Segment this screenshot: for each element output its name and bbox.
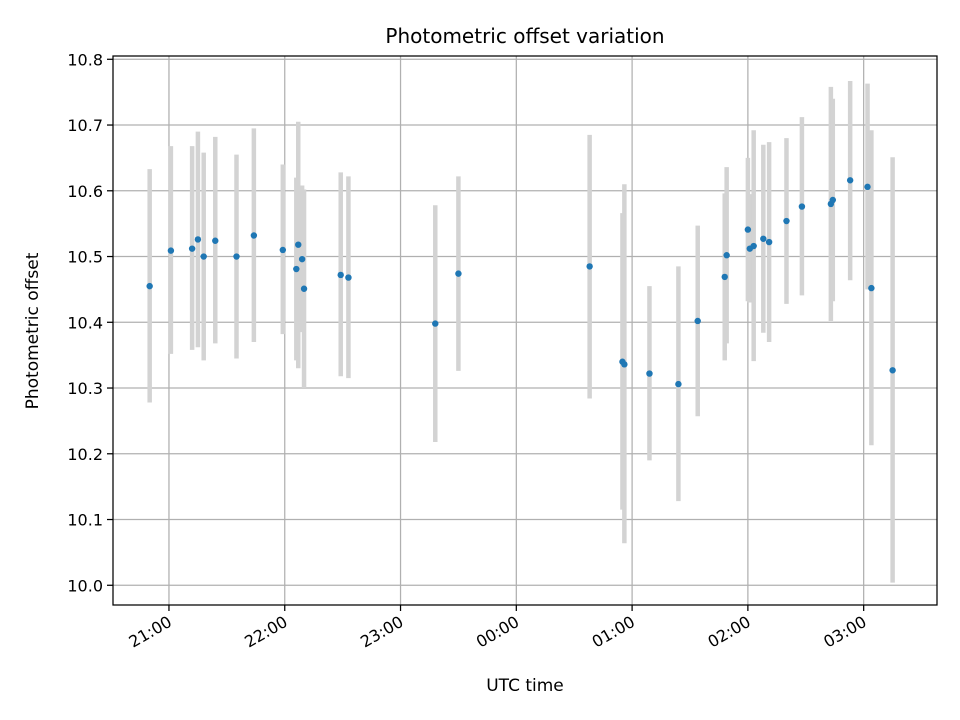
data-points xyxy=(146,177,896,388)
grid xyxy=(113,56,937,605)
data-point xyxy=(293,265,300,273)
data-point xyxy=(586,263,593,270)
data-point xyxy=(829,196,836,204)
data-point xyxy=(146,282,153,290)
data-point xyxy=(750,242,757,250)
data-point xyxy=(432,320,439,327)
y-axis-label: Photometric offset xyxy=(23,252,43,409)
data-point xyxy=(279,246,287,254)
data-point xyxy=(233,253,240,260)
data-point xyxy=(864,183,871,191)
data-point xyxy=(337,271,344,279)
y-tick-label: 10.8 xyxy=(67,50,103,69)
data-point xyxy=(765,238,773,246)
y-tick-label: 10.5 xyxy=(67,248,103,267)
y-tick-label: 10.0 xyxy=(67,576,103,595)
data-point xyxy=(721,273,728,281)
y-tick-label: 10.4 xyxy=(67,313,103,332)
data-point xyxy=(694,317,701,325)
y-tick-label: 10.3 xyxy=(67,379,103,398)
data-point xyxy=(455,270,462,277)
y-tick-label: 10.1 xyxy=(67,511,103,530)
data-point xyxy=(295,241,302,248)
y-tick-label: 10.7 xyxy=(67,116,103,135)
data-point xyxy=(250,232,258,239)
data-point xyxy=(345,274,352,281)
data-point xyxy=(194,236,202,243)
data-point xyxy=(200,253,207,260)
plot-frame xyxy=(112,55,938,606)
data-point xyxy=(621,361,628,368)
data-point xyxy=(300,285,308,292)
y-axis: 10.0 10.1 10.2 10.3 10.4 10.5 10.6 10.7 10.8 xyxy=(67,50,113,595)
data-point xyxy=(868,284,875,292)
y-tick-label: 10.6 xyxy=(67,182,103,201)
data-point xyxy=(188,245,196,252)
data-point xyxy=(798,203,806,210)
data-point xyxy=(723,252,730,259)
data-point xyxy=(744,226,752,233)
data-point xyxy=(646,370,653,377)
data-point xyxy=(167,247,175,254)
data-point xyxy=(298,255,306,263)
data-point xyxy=(783,217,790,225)
x-axis-label: UTC time xyxy=(486,676,564,696)
data-point xyxy=(212,237,219,244)
chart-title: Photometric offset variation xyxy=(385,24,664,48)
data-point xyxy=(760,235,767,242)
data-point xyxy=(889,367,896,374)
data-point xyxy=(846,177,854,184)
y-tick-label: 10.2 xyxy=(67,445,103,464)
data-point xyxy=(675,380,682,388)
